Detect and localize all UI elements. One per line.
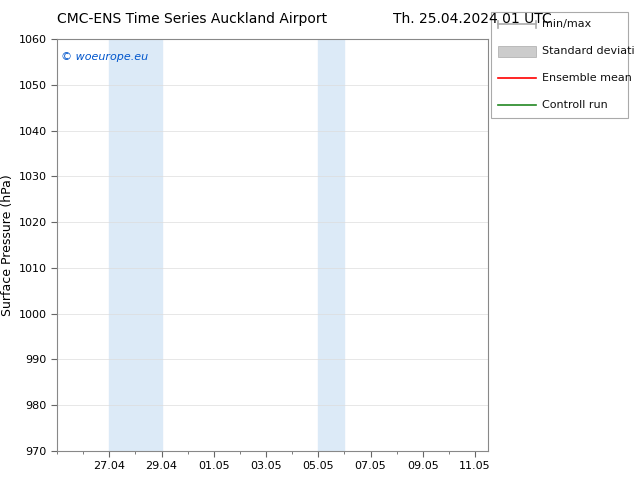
Text: Th. 25.04.2024 01 UTC: Th. 25.04.2024 01 UTC xyxy=(393,12,552,26)
Text: min/max: min/max xyxy=(542,20,592,29)
Text: © woeurope.eu: © woeurope.eu xyxy=(61,51,148,62)
Y-axis label: Surface Pressure (hPa): Surface Pressure (hPa) xyxy=(1,174,15,316)
Bar xyxy=(109,39,162,451)
Text: Standard deviation: Standard deviation xyxy=(542,47,634,56)
Text: Ensemble mean run: Ensemble mean run xyxy=(542,74,634,83)
Text: CMC-ENS Time Series Auckland Airport: CMC-ENS Time Series Auckland Airport xyxy=(57,12,327,26)
Text: Controll run: Controll run xyxy=(542,100,608,110)
Bar xyxy=(318,39,344,451)
